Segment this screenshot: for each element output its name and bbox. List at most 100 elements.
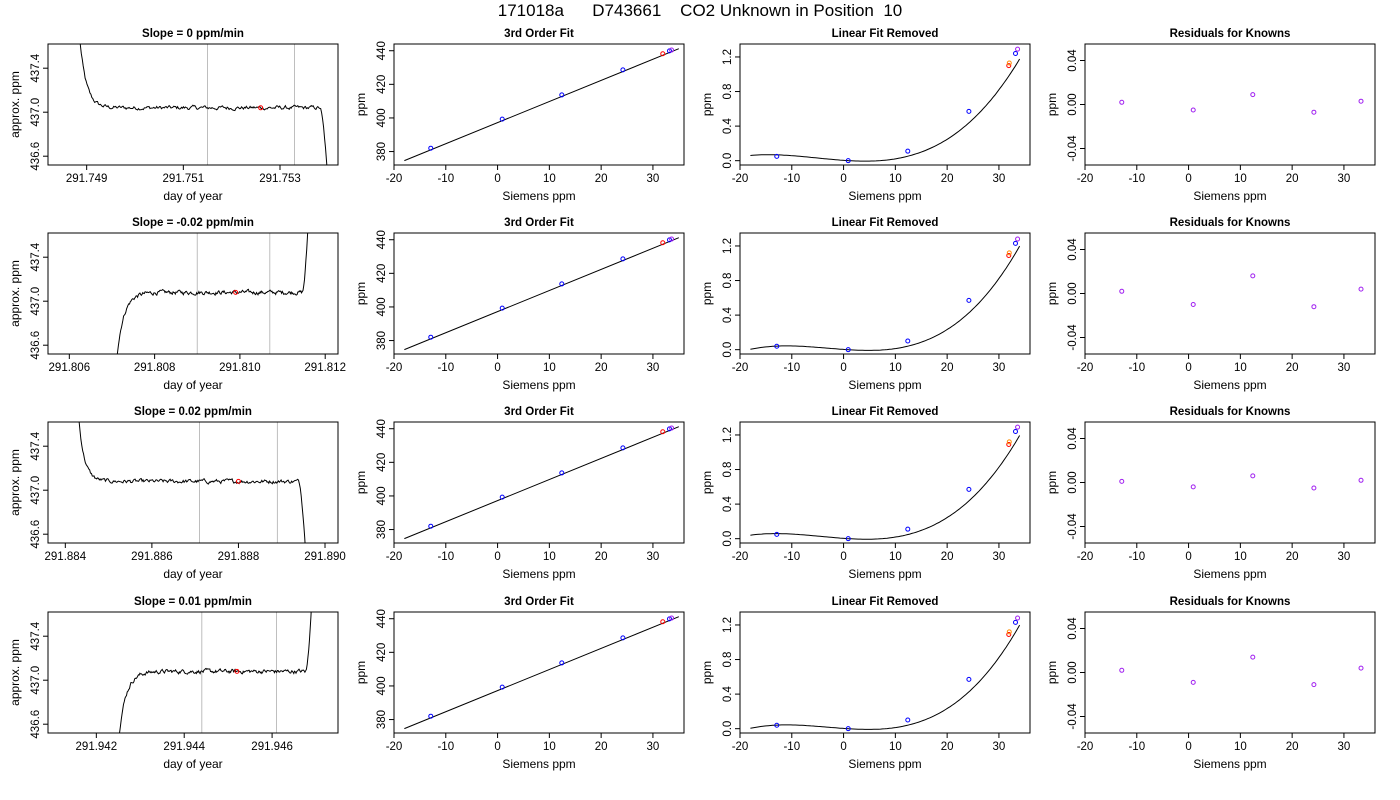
y-tick-label: 437.4 (30, 242, 42, 271)
y-tick-label: 400 (376, 297, 388, 316)
x-tick-label: 20 (1286, 741, 1299, 753)
x-tick-label: 30 (1338, 741, 1351, 753)
x-tick-label: -10 (437, 362, 454, 374)
data-point (1250, 92, 1256, 98)
data-point (1358, 286, 1364, 292)
x-tick-label: -10 (1128, 741, 1145, 753)
y-tick-label: 380 (376, 710, 388, 729)
x-axis-label: Siemens ppm (848, 757, 921, 771)
data-point (660, 240, 666, 246)
y-tick-label: 0.00 (1067, 471, 1079, 493)
data-point (1190, 679, 1196, 685)
y-tick-label: 420 (376, 264, 388, 283)
fit-curve (750, 58, 1021, 162)
y-tick-label: 0.04 (1067, 617, 1079, 640)
data-point (1190, 302, 1196, 307)
y-tick-label: 0.4 (722, 118, 734, 135)
x-tick-label: 20 (941, 362, 954, 374)
concentration-trace (78, 422, 306, 543)
data-point (1358, 98, 1364, 104)
data-point (845, 158, 851, 164)
y-tick-label: 400 (376, 486, 388, 505)
y-tick-label: 400 (376, 676, 388, 695)
x-tick-label: 0 (840, 741, 846, 753)
data-point (774, 531, 780, 537)
plot-frame (47, 421, 339, 544)
fit-line (404, 426, 680, 540)
x-tick-label: 291.888 (218, 551, 260, 563)
data-point (1015, 424, 1021, 430)
x-tick-label: 10 (889, 362, 902, 374)
row3-timeseries-panel: Slope = 0.02 ppm/min 291.884 291.886 291.88… (8, 406, 346, 581)
plot-frame (393, 421, 685, 544)
x-tick-label: 291.810 (219, 362, 261, 374)
y-tick-label: 1.2 (722, 49, 734, 65)
panel-title: Slope = -0.02 ppm/min (132, 217, 254, 229)
y-tick-label: 436.6 (30, 331, 42, 360)
y-tick-label: 0.8 (722, 273, 734, 289)
y-axis-label: ppm (354, 661, 368, 684)
y-tick-label: 0.4 (722, 686, 734, 703)
x-tick-label: 0 (494, 551, 500, 563)
data-point (1119, 478, 1125, 484)
y-tick-label: 440 (376, 419, 388, 438)
x-tick-label: 20 (941, 173, 954, 185)
data-point (428, 523, 434, 529)
x-tick-label: -20 (386, 741, 403, 753)
data-point (1311, 304, 1317, 310)
panel-title: Linear Fit Removed (832, 596, 939, 608)
page-title: 171018a D743661 CO2 Unknown in Position … (497, 1, 903, 20)
y-tick-label: 436.6 (30, 142, 42, 171)
plot-frame (739, 611, 1031, 734)
row4-residuals-panel: Residuals for Knowns -20 -10 0 10 20 30 -0.04 0.… (1045, 596, 1376, 771)
x-tick-label: -10 (437, 173, 454, 185)
x-tick-label: 30 (993, 741, 1006, 753)
row4-timeseries-panel: Slope = 0.01 ppm/min 291.942 291.944 291.94… (8, 596, 339, 771)
x-tick-label: 20 (595, 362, 608, 374)
x-tick-label: -10 (1128, 362, 1145, 374)
x-tick-label: 291.890 (304, 551, 346, 563)
data-point (1006, 60, 1012, 66)
panel-title: Linear Fit Removed (832, 406, 939, 418)
x-axis-label: Siemens ppm (848, 567, 921, 581)
x-tick-label: -10 (437, 551, 454, 563)
row1-fit-panel: 3rd Order Fit -20 -10 0 10 20 30 380 400 420 440 Si… (354, 28, 685, 203)
row2-linear-removed-panel: Linear Fit Removed -20 -10 0 10 20 30 0.0 0.4 0.8… (700, 217, 1031, 392)
data-point (774, 153, 780, 159)
x-tick-label: -20 (1077, 362, 1094, 374)
y-tick-label: 440 (376, 609, 388, 628)
y-tick-label: 0.00 (1067, 282, 1079, 304)
panel-title: Slope = 0.02 ppm/min (134, 406, 252, 418)
y-axis-label: ppm (700, 93, 714, 116)
x-tick-label: -20 (1077, 173, 1094, 185)
y-tick-label: 1.2 (722, 427, 734, 443)
x-tick-label: -10 (783, 551, 800, 563)
plot-frame (393, 232, 685, 355)
data-point (1119, 667, 1125, 673)
x-axis-label: Siemens ppm (848, 189, 921, 203)
row1-residuals-panel: Residuals for Knowns -20 -10 0 10 20 30 -0.04 0.… (1045, 28, 1376, 203)
y-tick-label: 0.0 (722, 721, 734, 737)
x-tick-label: -10 (1128, 173, 1145, 185)
x-axis-label: Siemens ppm (502, 757, 575, 771)
y-axis-label: ppm (354, 471, 368, 494)
plot-frame (47, 232, 339, 355)
x-tick-label: 0 (1185, 741, 1191, 753)
x-tick-label: -10 (783, 173, 800, 185)
y-tick-label: -0.04 (1067, 703, 1079, 730)
panel-title: 3rd Order Fit (504, 596, 574, 608)
data-point (1250, 654, 1256, 660)
plot-frame (393, 43, 685, 166)
panel-title: Slope = 0.01 ppm/min (134, 596, 252, 608)
panel-title: Residuals for Knowns (1170, 406, 1291, 418)
y-tick-label: -0.04 (1067, 513, 1079, 540)
y-tick-label: 400 (376, 108, 388, 127)
y-tick-label: 0.00 (1067, 661, 1079, 683)
y-tick-label: 420 (376, 643, 388, 662)
x-tick-label: 10 (543, 551, 556, 563)
data-point (905, 148, 911, 154)
x-axis-label: day of year (163, 378, 222, 392)
x-tick-label: 10 (543, 173, 556, 185)
data-point (1013, 429, 1018, 435)
x-tick-label: 10 (889, 551, 902, 563)
